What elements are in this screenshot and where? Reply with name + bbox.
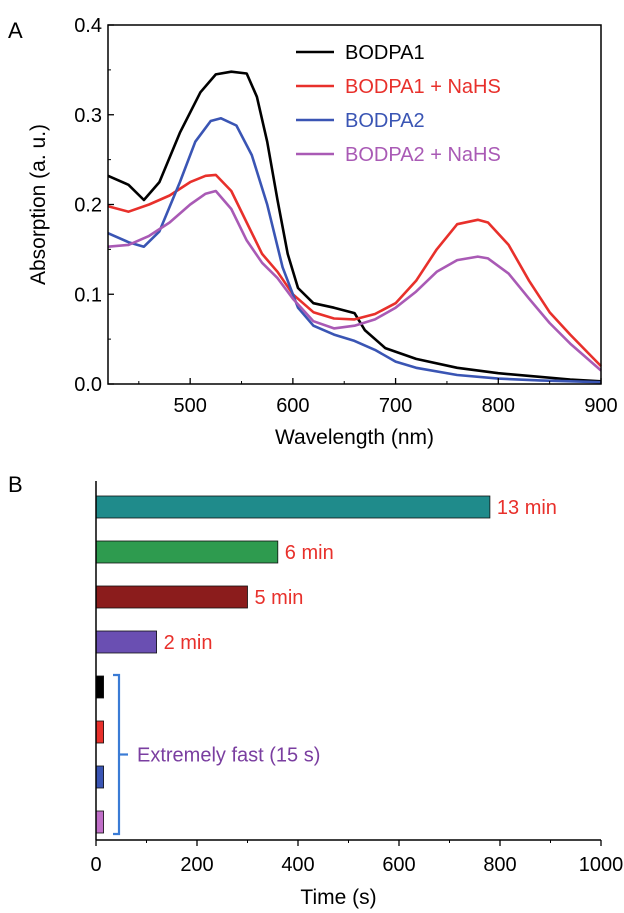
y-tick-label: 0.1 bbox=[74, 284, 102, 306]
x-tick-label: 600 bbox=[276, 395, 309, 417]
bar-label-1: 13 min bbox=[497, 497, 557, 519]
x-tick-label: 700 bbox=[379, 395, 412, 417]
series-line-3 bbox=[107, 117, 602, 384]
x-tick-label: 600 bbox=[382, 854, 415, 876]
bracket bbox=[113, 673, 121, 836]
bar-1 bbox=[95, 495, 491, 519]
bar-4 bbox=[95, 630, 157, 654]
x-tick-label: 500 bbox=[173, 395, 206, 417]
annotation-text: Extremely fast (15 s) bbox=[137, 745, 320, 767]
x-tick-label: 0 bbox=[90, 854, 101, 876]
legend-label-4: BODPA2 + NaHS bbox=[345, 144, 501, 166]
legend-label-1: BODPA1 bbox=[345, 42, 425, 64]
legend-label-2: BODPA1 + NaHS bbox=[345, 76, 501, 98]
bar-label-3: 5 min bbox=[255, 587, 304, 609]
bar-6 bbox=[95, 720, 104, 744]
x-axis-label: Time (s) bbox=[300, 886, 376, 909]
panel-label-a: A bbox=[8, 18, 23, 43]
bar-2 bbox=[95, 540, 279, 564]
x-tick-label: 800 bbox=[483, 854, 516, 876]
time-bar-chart: 13 min 6 min 5 min 2 min Extremely fast (15 … bbox=[90, 481, 623, 909]
y-tick-label: 0.4 bbox=[74, 15, 102, 37]
bar-label-2: 6 min bbox=[285, 542, 334, 564]
x-tick-label: 900 bbox=[584, 395, 617, 417]
x-tick-label: 1000 bbox=[579, 854, 624, 876]
series-line-4 bbox=[107, 189, 602, 372]
y-axis-label: Absorption (a. u.) bbox=[27, 124, 50, 285]
x-tick-label: 200 bbox=[180, 854, 213, 876]
bar-7 bbox=[95, 765, 104, 789]
x-axis-label: Wavelength (nm) bbox=[275, 426, 434, 449]
x-tick-label: 800 bbox=[482, 395, 515, 417]
y-tick-label: 0.3 bbox=[74, 105, 102, 127]
legend-label-3: BODPA2 bbox=[345, 110, 425, 132]
y-tick-label: 0.2 bbox=[74, 195, 102, 217]
series-line-2 bbox=[107, 173, 602, 368]
absorption-chart: 500 600 700 800 900 0.0 0.1 0.2 0.3 0.4 Wavelength… bbox=[27, 15, 618, 449]
bar-label-4: 2 min bbox=[164, 632, 213, 654]
y-tick-label: 0.0 bbox=[74, 374, 102, 396]
x-tick-label: 400 bbox=[281, 854, 314, 876]
bar-5 bbox=[95, 675, 104, 699]
bar-3 bbox=[95, 585, 248, 609]
bar-8 bbox=[95, 810, 104, 834]
panel-label-b: B bbox=[8, 472, 23, 497]
series-line-1 bbox=[107, 70, 602, 383]
